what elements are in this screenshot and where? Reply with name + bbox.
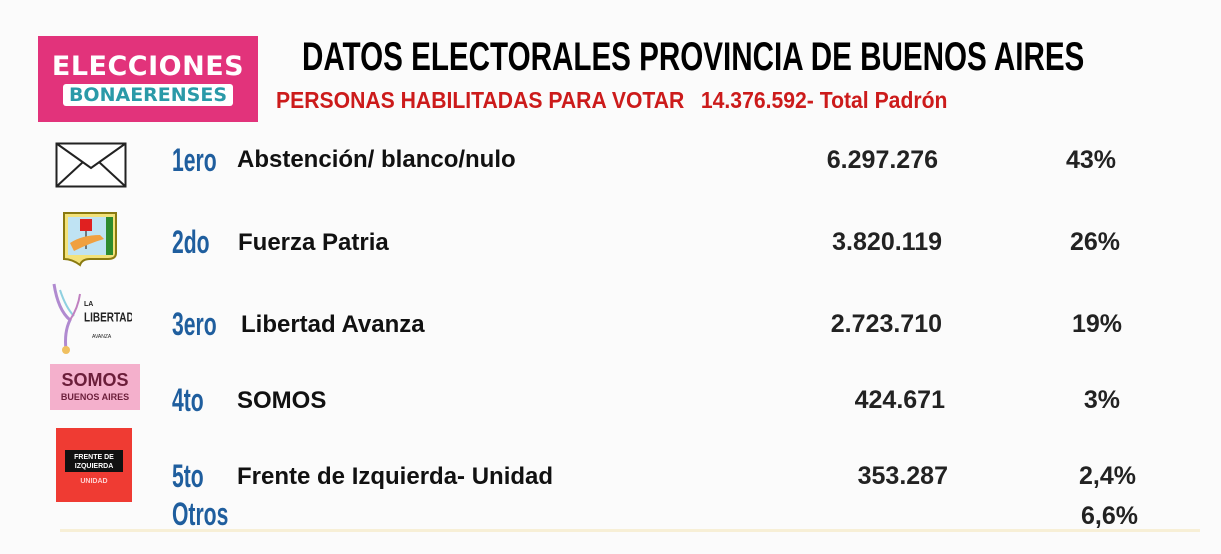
table-row: 2do Fuerza Patria 3.820.119 26% xyxy=(0,208,1221,268)
option-name: Fuerza Patria xyxy=(238,229,389,256)
svg-text:LA: LA xyxy=(84,301,93,308)
table-row: SOMOS BUENOS AIRES 4to SOMOS 424.671 3% xyxy=(0,362,1221,422)
rank-label: 1ero xyxy=(172,142,217,178)
svg-text:IZQUIERDA: IZQUIERDA xyxy=(75,463,114,470)
somos-logo-icon: SOMOS BUENOS AIRES xyxy=(50,364,140,410)
la-libertad-avanza-logo-icon: LA LIBERTAD AVANZA xyxy=(48,280,132,356)
option-name: Abstención/ blanco/nulo xyxy=(237,146,516,173)
percent-value: 19% xyxy=(1071,310,1122,338)
svg-text:SOMOS: SOMOS xyxy=(61,370,128,390)
rank-label: Otros xyxy=(172,496,229,532)
svg-text:LIBERTAD: LIBERTAD xyxy=(84,312,132,325)
table-row: FRENTE DE IZQUIERDA UNIDAD 5to Frente de… xyxy=(0,428,1221,502)
option-name: Frente de Izquierda- Unidad xyxy=(237,463,554,490)
percent-value: 43% xyxy=(1065,146,1116,174)
percent-value: 26% xyxy=(1069,228,1120,256)
percent-value: 2,4% xyxy=(1079,462,1136,490)
votes-value: 353.287 xyxy=(857,462,948,490)
bottom-divider xyxy=(60,529,1200,532)
fuerza-patria-logo-icon xyxy=(58,208,122,268)
option-name: Libertad Avanza xyxy=(241,311,425,338)
svg-text:AVANZA: AVANZA xyxy=(92,334,112,340)
percent-value: 6,6% xyxy=(1081,502,1138,530)
rank-label: 2do xyxy=(172,224,210,260)
svg-text:UNIDAD: UNIDAD xyxy=(80,478,107,485)
table-row: LA LIBERTAD AVANZA 3ero Libertad Avanza … xyxy=(0,280,1221,354)
rank-label: 4to xyxy=(172,382,204,418)
subtitle-total: 14.376.592- Total Padrón xyxy=(700,87,948,113)
option-name: SOMOS xyxy=(237,387,327,414)
table-row: Otros 6,6% xyxy=(0,494,1221,554)
subtitle-label: PERSONAS HABILITADAS PARA VOTAR xyxy=(276,87,685,113)
votes-value: 6.297.276 xyxy=(826,146,938,174)
subtitle: PERSONAS HABILITADAS PARA VOTAR 14.376.59… xyxy=(276,86,947,114)
page-title: DATOS ELECTORALES PROVINCIA DE BUENOS AI… xyxy=(302,35,1085,79)
elecciones-bonaerenses-logo: ELECCIONES BONAERENSES xyxy=(38,36,258,122)
fit-unidad-logo-icon: FRENTE DE IZQUIERDA UNIDAD xyxy=(56,428,132,502)
logo-line-2: BONAERENSES xyxy=(62,84,234,106)
rank-label: 3ero xyxy=(172,306,217,342)
votes-value: 3.820.119 xyxy=(832,228,942,256)
svg-text:FRENTE DE: FRENTE DE xyxy=(74,454,114,461)
rank-label: 5to xyxy=(172,458,204,494)
svg-text:BUENOS AIRES: BUENOS AIRES xyxy=(61,392,129,402)
votes-value: 2.723.710 xyxy=(830,310,942,338)
table-row: 1ero Abstención/ blanco/nulo 6.297.276 4… xyxy=(0,138,1221,198)
logo-line-1: ELECCIONES xyxy=(51,51,245,82)
percent-value: 3% xyxy=(1083,386,1120,414)
votes-value: 424.671 xyxy=(854,386,945,414)
envelope-icon xyxy=(54,140,128,190)
